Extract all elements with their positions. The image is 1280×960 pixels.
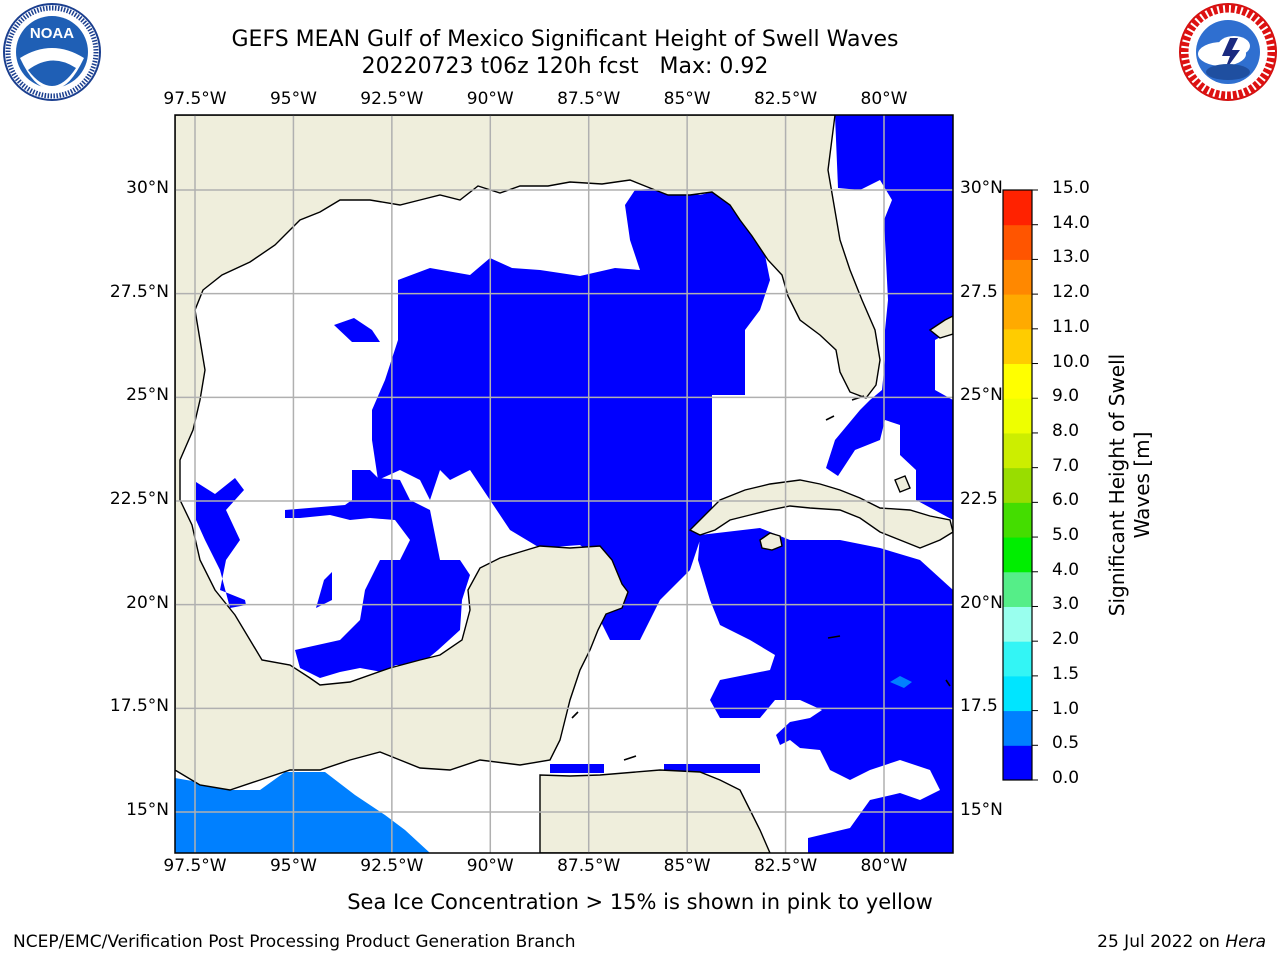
lat-label-left: 15°N — [126, 800, 169, 820]
colorbar-tick-label: 0.0 — [1052, 768, 1080, 788]
colorbar-tick-label: 3.0 — [1052, 594, 1080, 615]
colorbar-tick-label: 11.0 — [1052, 316, 1090, 337]
lat-label-right: 15°N — [960, 800, 1003, 820]
lon-label-top: 85°W — [663, 89, 711, 109]
colorbar-tick-label: 12.0 — [1052, 282, 1090, 303]
lon-label-top: 90°W — [466, 89, 514, 109]
colorbar-bin — [1003, 259, 1032, 295]
chart-title: GEFS MEAN Gulf of Mexico Significant Hei… — [0, 26, 1130, 80]
colorbar-bin — [1003, 571, 1032, 607]
lon-label-bottom: 80°W — [860, 856, 908, 876]
colorbar-bin — [1003, 190, 1032, 226]
colorbar-bin — [1003, 363, 1032, 399]
colorbar-tick-label: 0.5 — [1052, 733, 1080, 754]
colorbar-tick-label: 5.0 — [1052, 525, 1080, 546]
noaa-logo: NOAA — [3, 3, 101, 101]
colorbar — [1003, 190, 1032, 781]
colorbar-bin — [1003, 467, 1032, 503]
colorbar-bin — [1003, 432, 1032, 469]
lon-label-top: 87.5°W — [557, 89, 621, 109]
swell-field-low — [196, 115, 953, 853]
colorbar-tick-label: 1.0 — [1052, 698, 1080, 719]
lat-label-left: 25°N — [126, 385, 169, 406]
colorbar-bin — [1003, 398, 1032, 434]
colorbar-bin — [1003, 537, 1032, 573]
lon-label-top: 80°W — [860, 89, 908, 109]
map-frame — [174, 114, 954, 854]
colorbar-bin — [1003, 675, 1032, 712]
lon-label-bottom: 95°W — [269, 856, 317, 876]
colorbar-tick-label: 15.0 — [1052, 178, 1090, 198]
colorbar-tick-label: 8.0 — [1052, 420, 1080, 441]
colorbar-bin — [1003, 745, 1032, 781]
lon-label-top: 97.5°W — [163, 89, 227, 109]
colorbar-tick-label: 14.0 — [1052, 212, 1090, 233]
lat-label-right: 27.5 — [960, 281, 998, 302]
lat-label-left: 27.5°N — [109, 281, 169, 302]
lon-label-top: 92.5°W — [360, 89, 424, 109]
colorbar-ticks — [1032, 189, 1038, 781]
lon-label-top: 95°W — [269, 89, 317, 109]
colorbar-bin — [1003, 294, 1032, 330]
map-gridlines — [175, 115, 953, 853]
title-line-2: 20220723 t06z 120h fcst Max: 0.92 — [361, 54, 769, 79]
noaa-logo-text: NOAA — [30, 25, 74, 42]
colorbar-label: Significant Height of Swell Waves [m] — [1105, 353, 1154, 617]
land-areas — [175, 115, 953, 853]
colorbar-bin — [1003, 502, 1032, 538]
colorbar-tick-label: 10.0 — [1052, 351, 1090, 372]
lat-label-left: 22.5°N — [109, 489, 169, 509]
lon-label-bottom: 92.5°W — [360, 856, 424, 876]
lon-label-bottom: 90°W — [466, 856, 514, 876]
footer-date-text: 25 Jul 2022 on — [1097, 932, 1220, 952]
islands — [571, 395, 951, 761]
colorbar-bin — [1003, 641, 1032, 677]
lat-label-left: 17.5°N — [109, 696, 169, 717]
colorbar-tick-label: 1.5 — [1052, 663, 1080, 684]
colorbar-tick-label: 9.0 — [1052, 386, 1080, 407]
colorbar-tick-label: 4.0 — [1052, 559, 1080, 580]
colorbar-bin — [1003, 328, 1032, 365]
colorbar-bin — [1003, 224, 1032, 260]
lat-label-right: 25°N — [960, 385, 1003, 406]
colorbar-tick-label: 2.0 — [1052, 629, 1080, 650]
colorbar-bin — [1003, 710, 1032, 746]
nws-logo — [1179, 3, 1277, 101]
footer-date: 25 Jul 2022 on Hera — [1097, 932, 1266, 952]
lat-label-right: 22.5 — [960, 489, 998, 509]
footer-host: Hera — [1225, 932, 1266, 952]
sea-ice-note: Sea Ice Concentration > 15% is shown in … — [347, 890, 933, 914]
lat-label-left: 30°N — [126, 178, 169, 198]
colorbar-frame — [1002, 189, 1033, 781]
lat-label-right: 30°N — [960, 178, 1003, 198]
lat-label-right: 20°N — [960, 592, 1003, 613]
lon-label-bottom: 97.5°W — [163, 856, 227, 876]
lat-label-left: 20°N — [126, 592, 169, 613]
lat-label-right: 17.5 — [960, 696, 998, 717]
lon-label-top: 82.5°W — [753, 89, 818, 109]
lon-label-bottom: 85°W — [663, 856, 711, 876]
footer-branch: NCEP/EMC/Verification Post Processing Pr… — [13, 932, 576, 952]
lon-label-bottom: 82.5°W — [753, 856, 818, 876]
colorbar-tick-label: 7.0 — [1052, 455, 1080, 476]
colorbar-bin — [1003, 606, 1032, 642]
colorbar-tick-label: 13.0 — [1052, 247, 1090, 268]
lon-label-bottom: 87.5°W — [557, 856, 621, 876]
title-line-1: GEFS MEAN Gulf of Mexico Significant Hei… — [231, 27, 899, 52]
colorbar-tick-label: 6.0 — [1052, 490, 1080, 511]
